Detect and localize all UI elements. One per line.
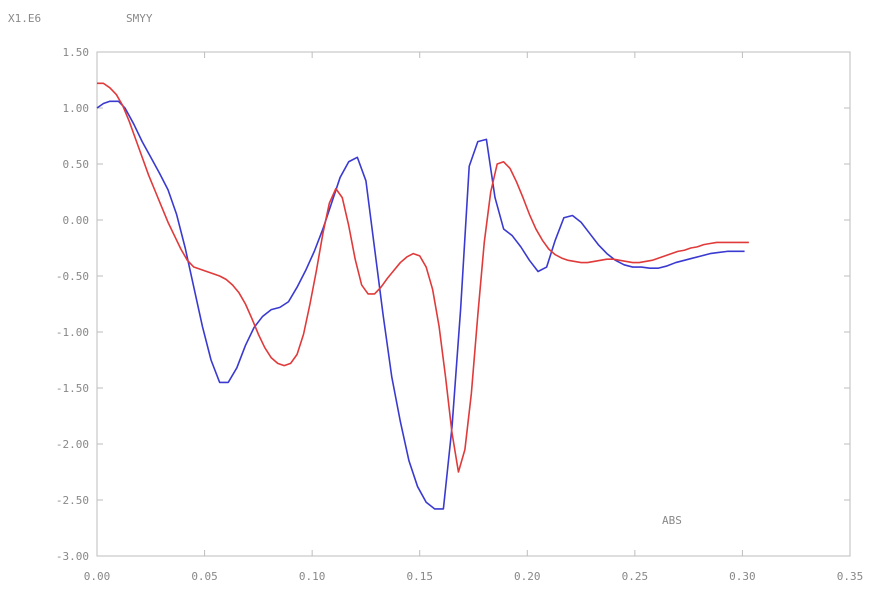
x-tick-label: 0.05: [191, 570, 218, 583]
y-tick-label: -2.50: [56, 494, 89, 507]
y-tick-label: 1.00: [63, 102, 90, 115]
y-tick-label: -3.00: [56, 550, 89, 563]
x-tick-label: 0.10: [299, 570, 326, 583]
scale-label: X1.E6: [8, 12, 41, 25]
series-line-2: [97, 82, 749, 473]
series-layer: [96, 82, 749, 510]
x-tick-label: 0.00: [84, 570, 111, 583]
x-tick-label: 0.35: [837, 570, 864, 583]
x-tick-label: 0.25: [622, 570, 649, 583]
series-line-1: [96, 100, 745, 510]
y-axis: 1.50 1.00 0.50 0.00 -0.50 -1.00 -1.50 -2.00 -2.5…: [56, 46, 850, 563]
y-tick-label: -2.00: [56, 438, 89, 451]
x-axis-label: ABS: [662, 514, 682, 527]
x-tick-label: 0.30: [729, 570, 756, 583]
x-tick-label: 0.15: [406, 570, 433, 583]
y-tick-label: 0.50: [63, 158, 90, 171]
x-tick-label: 0.20: [514, 570, 541, 583]
y-tick-label: -1.50: [56, 382, 89, 395]
y-tick-label: -0.50: [56, 270, 89, 283]
x-axis: 0.00 0.05 0.10 0.15 0.20 0.25 0.30 0.35: [84, 52, 864, 583]
y-tick-label: 0.00: [63, 214, 90, 227]
plot-frame: [96, 51, 851, 557]
y-tick-label: -1.00: [56, 326, 89, 339]
y-axis-label: SMYY: [126, 12, 153, 25]
y-tick-label: 1.50: [63, 46, 90, 59]
